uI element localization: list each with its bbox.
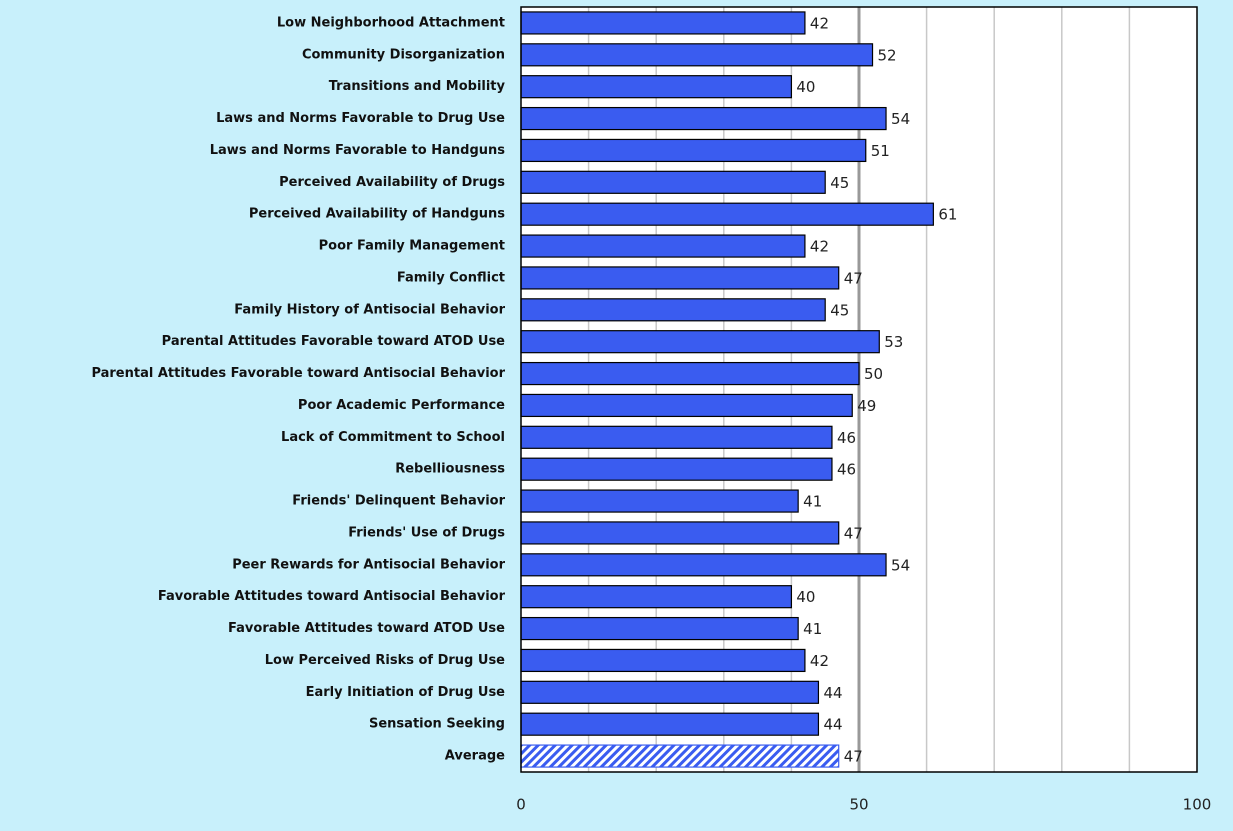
value-label: 40 — [796, 78, 815, 96]
value-label: 47 — [844, 269, 863, 287]
value-label: 51 — [871, 142, 890, 160]
bar — [520, 616, 799, 641]
bar — [520, 138, 867, 163]
value-label: 45 — [830, 174, 849, 192]
value-label: 61 — [938, 206, 957, 224]
value-label: 54 — [891, 110, 910, 128]
value-label: 40 — [796, 588, 815, 606]
value-label: 42 — [810, 14, 829, 32]
bar — [520, 393, 853, 418]
x-tick-label: 50 — [849, 796, 868, 814]
category-label: Sensation Seeking — [369, 717, 505, 732]
value-label: 44 — [823, 716, 842, 734]
value-label: 42 — [810, 652, 829, 670]
category-label: Parental Attitudes Favorable toward ATOD… — [162, 334, 506, 349]
value-label: 53 — [884, 333, 903, 351]
bar — [520, 680, 820, 704]
category-label: Family History of Antisocial Behavior — [234, 302, 505, 317]
category-label: Average — [445, 749, 505, 764]
value-label: 42 — [810, 238, 829, 256]
value-label: 47 — [844, 748, 863, 766]
bar — [520, 234, 806, 258]
bar — [520, 330, 880, 354]
bar — [520, 266, 840, 290]
category-label: Peer Rewards for Antisocial Behavior — [232, 557, 505, 572]
category-label: Laws and Norms Favorable to Drug Use — [216, 111, 505, 126]
plot-border — [520, 6, 1198, 773]
value-label: 44 — [823, 684, 842, 702]
bar — [520, 361, 860, 386]
value-label: 46 — [837, 461, 856, 479]
value-label: 49 — [857, 397, 876, 415]
category-label: Poor Family Management — [319, 239, 505, 254]
bar — [520, 43, 874, 67]
bar — [520, 170, 826, 194]
bar — [520, 425, 833, 449]
category-label: Early Initiation of Drug Use — [306, 685, 506, 700]
bar — [520, 106, 887, 131]
bar — [520, 457, 833, 481]
category-label: Community Disorganization — [302, 47, 505, 62]
bar — [520, 521, 840, 545]
bar — [520, 553, 887, 577]
x-tick-label: 100 — [1183, 796, 1212, 814]
category-label: Friends' Use of Drugs — [348, 525, 505, 540]
bar — [520, 648, 806, 673]
bar — [520, 744, 840, 768]
value-label: 45 — [830, 301, 849, 319]
bar — [520, 75, 792, 99]
value-label: 46 — [837, 429, 856, 447]
category-label: Favorable Attitudes toward ATOD Use — [228, 621, 505, 636]
category-label: Perceived Availability of Handguns — [249, 207, 505, 222]
x-tick-label: 0 — [516, 796, 526, 814]
value-label: 41 — [803, 620, 822, 638]
category-label: Family Conflict — [397, 270, 505, 285]
value-label: 54 — [891, 556, 910, 574]
bar — [520, 585, 792, 609]
bar — [520, 202, 934, 226]
category-label: Parental Attitudes Favorable toward Anti… — [91, 366, 505, 381]
category-label: Transitions and Mobility — [329, 79, 506, 94]
category-label: Low Neighborhood Attachment — [277, 15, 505, 30]
value-label: 50 — [864, 365, 883, 383]
category-label: Low Perceived Risks of Drug Use — [265, 653, 505, 668]
category-label: Poor Academic Performance — [298, 398, 505, 413]
bar — [520, 298, 826, 322]
category-label: Favorable Attitudes toward Antisocial Be… — [158, 589, 506, 604]
category-label: Lack of Commitment to School — [281, 430, 505, 445]
category-label: Friends' Delinquent Behavior — [292, 494, 505, 509]
category-label: Rebelliousness — [395, 462, 505, 477]
value-label: 47 — [844, 524, 863, 542]
category-label: Perceived Availability of Drugs — [279, 175, 505, 190]
value-label: 52 — [878, 46, 897, 64]
category-label: Laws and Norms Favorable to Handguns — [210, 143, 506, 158]
value-label: 41 — [803, 493, 822, 511]
bar — [520, 712, 820, 736]
bar — [520, 11, 806, 35]
bar — [520, 489, 799, 513]
